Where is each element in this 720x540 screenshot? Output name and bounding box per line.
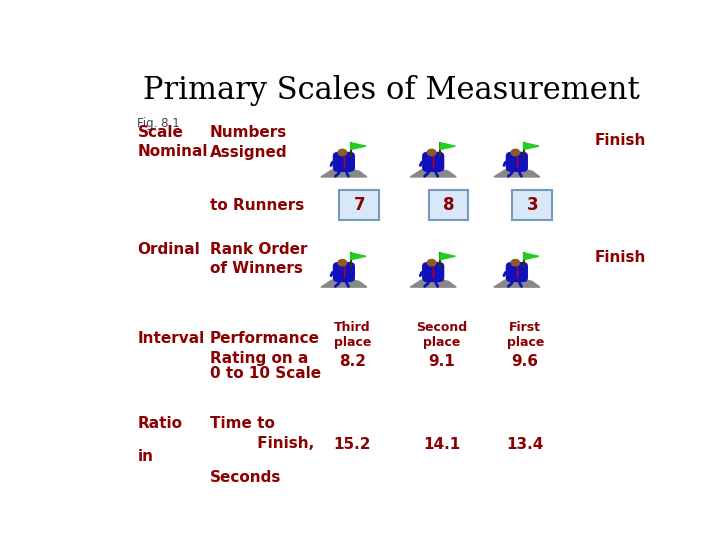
Text: 8.2: 8.2: [339, 354, 366, 369]
FancyBboxPatch shape: [505, 262, 528, 282]
Text: 15.2: 15.2: [333, 437, 371, 452]
Polygon shape: [440, 253, 455, 260]
FancyBboxPatch shape: [428, 191, 468, 220]
Text: Numbers
Assigned: Numbers Assigned: [210, 125, 287, 160]
Text: Interval: Interval: [138, 331, 204, 346]
Text: 9.1: 9.1: [428, 354, 455, 369]
Polygon shape: [351, 253, 366, 260]
Polygon shape: [410, 278, 456, 287]
Polygon shape: [351, 143, 366, 150]
FancyBboxPatch shape: [422, 152, 444, 172]
Text: Scale
Nominal: Scale Nominal: [138, 125, 208, 159]
FancyBboxPatch shape: [333, 152, 355, 172]
FancyBboxPatch shape: [339, 191, 379, 220]
Polygon shape: [321, 278, 367, 287]
Text: 3: 3: [526, 196, 538, 214]
Text: Third
place: Third place: [333, 321, 371, 348]
Circle shape: [338, 260, 346, 266]
Polygon shape: [494, 168, 540, 177]
Text: Time to
         Finish,: Time to Finish,: [210, 416, 314, 451]
Polygon shape: [440, 143, 455, 150]
Text: 9.6: 9.6: [512, 354, 539, 369]
Text: in: in: [138, 449, 153, 464]
FancyBboxPatch shape: [333, 262, 355, 282]
Text: 14.1: 14.1: [423, 437, 460, 452]
Circle shape: [511, 260, 520, 266]
Circle shape: [511, 149, 520, 156]
Polygon shape: [523, 253, 539, 260]
Circle shape: [338, 149, 346, 156]
Text: Seconds: Seconds: [210, 470, 282, 485]
FancyBboxPatch shape: [513, 191, 552, 220]
Text: First
place: First place: [507, 321, 544, 348]
Text: Ratio: Ratio: [138, 416, 182, 431]
Text: Performance
Rating on a: Performance Rating on a: [210, 331, 320, 366]
Polygon shape: [321, 168, 367, 177]
Text: 0 to 10 Scale: 0 to 10 Scale: [210, 366, 321, 381]
Text: Fig. 8.1: Fig. 8.1: [138, 117, 180, 130]
Text: to Runners: to Runners: [210, 198, 305, 213]
Text: Rank Order
of Winners: Rank Order of Winners: [210, 241, 307, 276]
Text: Finish: Finish: [595, 133, 647, 148]
Circle shape: [428, 260, 436, 266]
Text: 13.4: 13.4: [507, 437, 544, 452]
Text: Finish: Finish: [595, 250, 647, 265]
Text: 8: 8: [443, 196, 454, 214]
Text: Ordinal: Ordinal: [138, 241, 200, 256]
Polygon shape: [410, 168, 456, 177]
FancyBboxPatch shape: [422, 262, 444, 282]
Text: 7: 7: [354, 196, 365, 214]
Polygon shape: [523, 143, 539, 150]
Polygon shape: [494, 278, 540, 287]
Text: Primary Scales of Measurement: Primary Scales of Measurement: [143, 75, 639, 106]
Circle shape: [428, 149, 436, 156]
Text: Second
place: Second place: [416, 321, 467, 348]
FancyBboxPatch shape: [505, 152, 528, 172]
